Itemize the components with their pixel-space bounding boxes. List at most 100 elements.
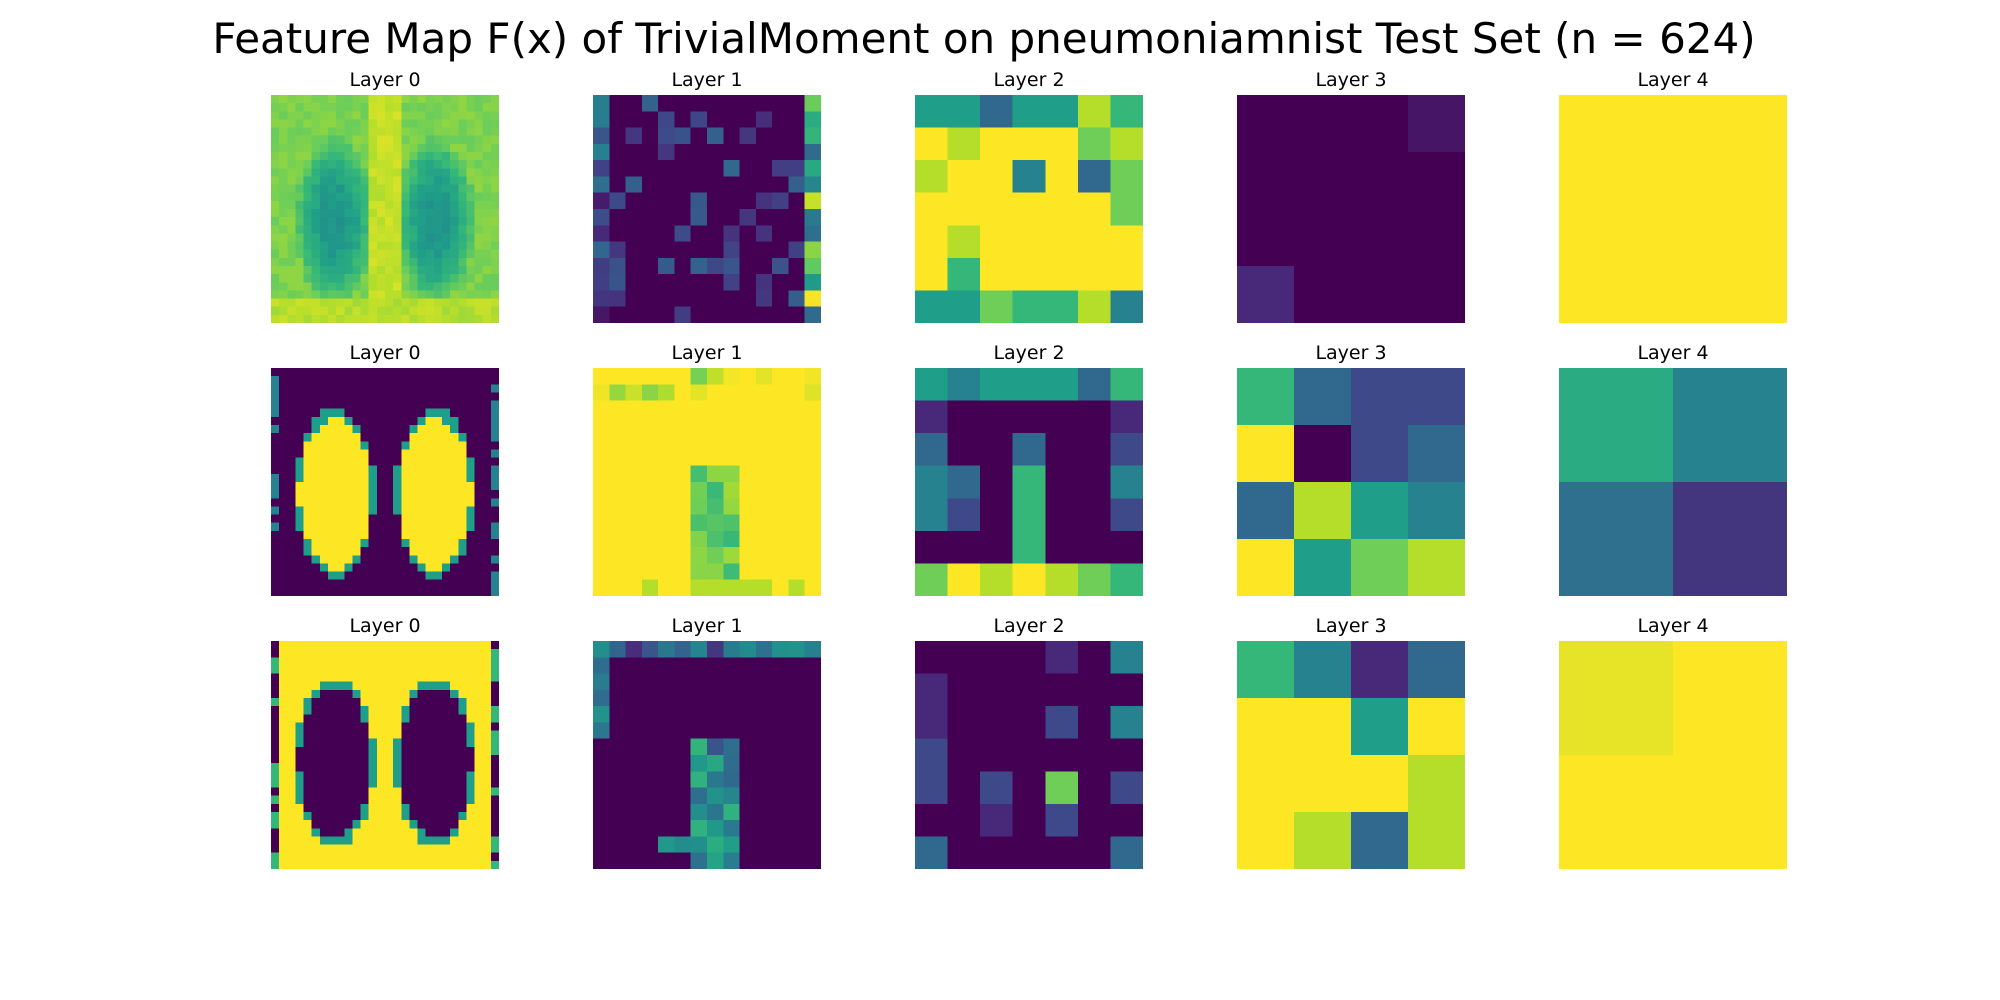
- heatmap-cell: [433, 266, 443, 275]
- heatmap-image: [915, 368, 1143, 596]
- heatmap-cell: [425, 755, 435, 764]
- heatmap-cell: [433, 257, 443, 267]
- heatmap-cell: [417, 860, 427, 869]
- heatmap-cell: [303, 498, 313, 508]
- heatmap-cell: [271, 657, 280, 667]
- heatmap-cell: [303, 368, 313, 377]
- heatmap-cell: [442, 522, 451, 532]
- heatmap-cell: [393, 449, 402, 459]
- heatmap-cell: [352, 425, 362, 434]
- heatmap-cell: [450, 641, 459, 650]
- heatmap-cell: [401, 714, 411, 724]
- heatmap-cell: [482, 119, 492, 129]
- heatmap-cell: [804, 416, 821, 434]
- heatmap-cell: [658, 706, 676, 724]
- heatmap-cell: [376, 681, 386, 691]
- heatmap-cell: [409, 111, 419, 121]
- heatmap-cell: [303, 657, 313, 667]
- heatmap-cell: [295, 755, 305, 764]
- heatmap-cell: [287, 530, 297, 540]
- heatmap-cell: [344, 787, 354, 797]
- heatmap-cell: [303, 860, 313, 869]
- heatmap-cell: [360, 119, 370, 129]
- heatmap-cell: [593, 579, 610, 596]
- heatmap-cell: [328, 384, 337, 394]
- heatmap-cell: [482, 143, 492, 153]
- heatmap-cell: [641, 579, 659, 596]
- heatmap-cell: [336, 579, 345, 589]
- heatmap-cell: [319, 803, 329, 813]
- heatmap-cell: [271, 95, 280, 104]
- heatmap-cell: [311, 95, 321, 104]
- heatmap-cell: [442, 539, 451, 548]
- heatmap-cell: [279, 127, 288, 137]
- heatmap-cell: [385, 425, 394, 434]
- heatmap-cell: [352, 168, 362, 178]
- heatmap-cell: [303, 820, 313, 829]
- heatmap-cell: [490, 111, 499, 121]
- heatmap-cell: [425, 698, 435, 707]
- heatmap-cell: [368, 368, 378, 377]
- heatmap-cell: [271, 771, 280, 781]
- heatmap-cell: [319, 852, 329, 862]
- heatmap-svg: [1237, 95, 1465, 323]
- heatmap-cell: [401, 522, 411, 532]
- heatmap-cell: [425, 787, 435, 797]
- heatmap-cell: [466, 184, 476, 194]
- heatmap-cell: [433, 306, 443, 316]
- heatmap-cell: [287, 563, 297, 573]
- heatmap-cell: [442, 665, 451, 675]
- heatmap-cell: [433, 820, 443, 829]
- heatmap-cell: [450, 306, 459, 316]
- heatmap-cell: [328, 225, 337, 235]
- heatmap-cell: [690, 176, 708, 194]
- heatmap-cell: [466, 787, 476, 797]
- heatmap-cell: [303, 547, 313, 556]
- heatmap-cell: [368, 168, 378, 178]
- heatmap-cell: [360, 482, 370, 491]
- heatmap-cell: [303, 746, 313, 756]
- heatmap-cell: [450, 257, 459, 267]
- heatmap-cell: [466, 314, 476, 323]
- heatmap-cell: [1351, 755, 1409, 813]
- heatmap-cell: [490, 143, 499, 153]
- heatmap-cell: [376, 217, 386, 226]
- heatmap-cell: [417, 803, 427, 813]
- heatmap-cell: [458, 673, 468, 683]
- heatmap-cell: [360, 763, 370, 772]
- heatmap-cell: [352, 449, 362, 459]
- heatmap-cell: [804, 95, 821, 112]
- heatmap-cell: [658, 755, 676, 772]
- heatmap-cell: [279, 384, 288, 394]
- heatmap-cell: [409, 836, 419, 846]
- heatmap-cell: [417, 184, 427, 194]
- heatmap-cell: [344, 103, 354, 112]
- heatmap-cell: [1045, 771, 1079, 805]
- heatmap-cell: [360, 547, 370, 556]
- heatmap-cell: [336, 400, 345, 410]
- heatmap-cell: [271, 852, 280, 862]
- heatmap-cell: [755, 579, 773, 596]
- heatmap-cell: [474, 828, 484, 838]
- heatmap-cell: [490, 200, 499, 210]
- heatmap-cell: [625, 384, 643, 402]
- heatmap-cell: [344, 217, 354, 226]
- heatmap-cell: [336, 714, 345, 724]
- heatmap-cell: [376, 812, 386, 821]
- heatmap-cell: [360, 392, 370, 402]
- heatmap-cell: [1077, 95, 1112, 129]
- heatmap-cell: [352, 641, 362, 650]
- heatmap-cell: [303, 465, 313, 475]
- heatmap-cell: [360, 555, 370, 565]
- heatmap-cell: [772, 771, 790, 789]
- heatmap-cell: [393, 184, 402, 194]
- heatmap-cell: [466, 127, 476, 137]
- heatmap-cell: [401, 641, 411, 650]
- heatmap-image: [271, 641, 499, 869]
- heatmap-cell: [1077, 192, 1112, 226]
- heatmap-cell: [303, 763, 313, 772]
- heatmap-cell: [425, 649, 435, 658]
- heatmap-cell: [376, 314, 386, 323]
- heatmap-cell: [482, 490, 492, 499]
- heatmap-cell: [401, 571, 411, 581]
